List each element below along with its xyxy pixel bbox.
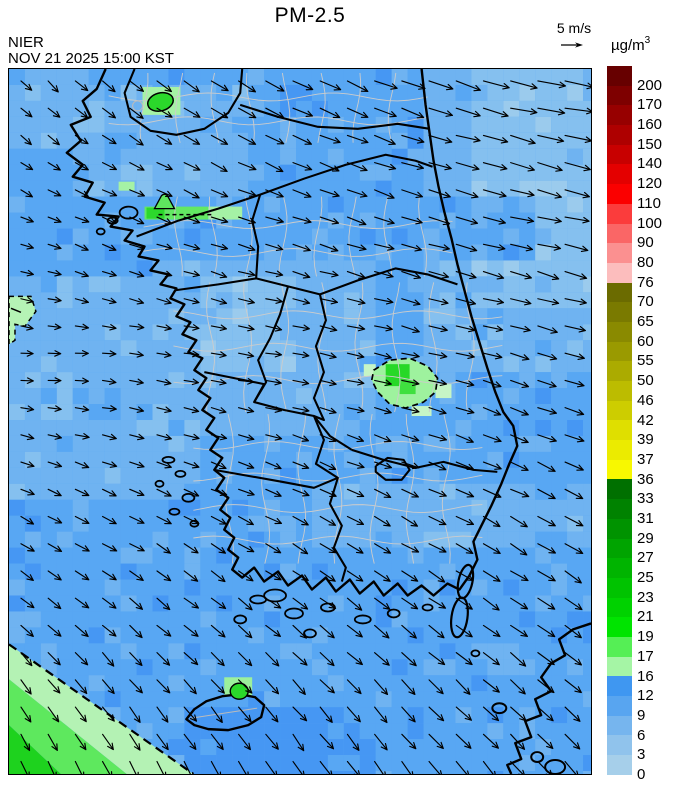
colorbar-tick: 140 [637, 155, 663, 173]
colorbar-tick: 120 [637, 175, 663, 193]
colorbar-tick: 100 [637, 214, 663, 232]
colorbar-tick: 3 [637, 746, 646, 764]
wind-arrows [20, 80, 591, 774]
colorbar-tick: 12 [637, 687, 654, 705]
wind-reference-label: 5 m/s [556, 20, 592, 36]
colorbar-tick: 6 [637, 726, 646, 744]
colorbar-segment [607, 577, 632, 598]
colorbar-segment [607, 85, 632, 106]
colorbar-tick: 33 [637, 490, 654, 508]
colorbar-tick: 42 [637, 411, 654, 429]
colorbar-tick: 37 [637, 450, 654, 468]
colorbar-tick: 80 [637, 253, 654, 271]
colorbar-segment [607, 243, 632, 263]
colorbar-segment [607, 715, 632, 736]
colorbar-segment [607, 341, 632, 362]
colorbar-tick: 21 [637, 608, 654, 626]
colorbar-segment [607, 518, 632, 539]
colorbar-tick: 50 [637, 372, 654, 390]
colorbar-segment [607, 597, 632, 618]
colorbar-segment [607, 125, 632, 145]
colorbar-segment [607, 440, 632, 460]
colorbar-segment [607, 656, 632, 677]
colorbar-segment [607, 66, 632, 86]
colorbar-segment [607, 420, 632, 441]
colorbar-tick: 70 [637, 293, 654, 311]
colorbar-tick: 60 [637, 332, 654, 350]
colorbar-tick: 9 [637, 706, 646, 724]
colorbar-tick: 170 [637, 96, 663, 114]
colorbar-segment [607, 105, 632, 126]
colorbar-tick: 19 [637, 628, 654, 646]
hotspot-outlines [9, 91, 439, 774]
map-canvas [9, 69, 591, 774]
pm25-map [8, 68, 592, 775]
colorbar-tick: 150 [637, 135, 663, 153]
units-label: µg/m3 [611, 35, 651, 54]
colorbar-segment [607, 558, 632, 578]
colorbar-tick: 76 [637, 273, 654, 291]
colorbar-tick-labels: 200 170 160 150 140 120 110 100 90 80 76 70 65 60 55 50… [637, 66, 673, 783]
colorbar-segment [607, 499, 632, 519]
colorbar-tick: 36 [637, 470, 654, 488]
timestamp-label: NOV 21 2025 15:00 KST [8, 50, 174, 67]
colorbar-tick: 110 [637, 194, 661, 212]
province-borders [123, 69, 498, 582]
colorbar-segment [607, 696, 632, 716]
colorbar-segment [607, 282, 632, 303]
colorbar-segment [607, 479, 632, 500]
colorbar-segment [607, 676, 632, 696]
colorbar-tick: 23 [637, 588, 654, 606]
colorbar-tick: 25 [637, 569, 654, 587]
colorbar-tick: 17 [637, 647, 654, 665]
colorbar-segment [607, 164, 632, 185]
colorbar-tick: 27 [637, 549, 654, 567]
colorbar-segment [607, 144, 632, 165]
colorbar-tick: 160 [637, 116, 663, 134]
colorbar-tick: 39 [637, 431, 654, 449]
colorbar-segment [607, 361, 632, 381]
colorbar-tick: 0 [637, 766, 646, 783]
colorbar-tick: 16 [637, 667, 654, 685]
colorbar-segment [607, 636, 632, 657]
colorbar [607, 66, 632, 775]
colorbar-tick: 90 [637, 234, 654, 252]
wind-reference-arrow-icon [560, 37, 584, 55]
colorbar-tick: 46 [637, 391, 654, 409]
colorbar-tick: 55 [637, 352, 654, 370]
colorbar-segment [607, 617, 632, 637]
colorbar-segment [607, 321, 632, 342]
colorbar-tick: 65 [637, 313, 654, 331]
colorbar-tick: 29 [637, 529, 654, 547]
colorbar-segment [607, 400, 632, 421]
pm-concentration-tiles [9, 69, 591, 774]
colorbar-tick: 200 [637, 76, 663, 94]
colorbar-segment [607, 735, 632, 756]
coastline [65, 69, 519, 597]
agency-label: NIER [8, 34, 44, 51]
colorbar-segment [607, 262, 632, 283]
colorbar-segment [607, 381, 632, 401]
colorbar-segment [607, 538, 632, 559]
colorbar-segment [607, 755, 632, 775]
colorbar-tick: 31 [637, 509, 654, 527]
colorbar-segment [607, 184, 632, 204]
page-title: PM-2.5 [274, 4, 346, 27]
colorbar-segment [607, 223, 632, 244]
colorbar-segment [607, 302, 632, 322]
colorbar-segment [607, 459, 632, 480]
colorbar-segment [607, 203, 632, 224]
